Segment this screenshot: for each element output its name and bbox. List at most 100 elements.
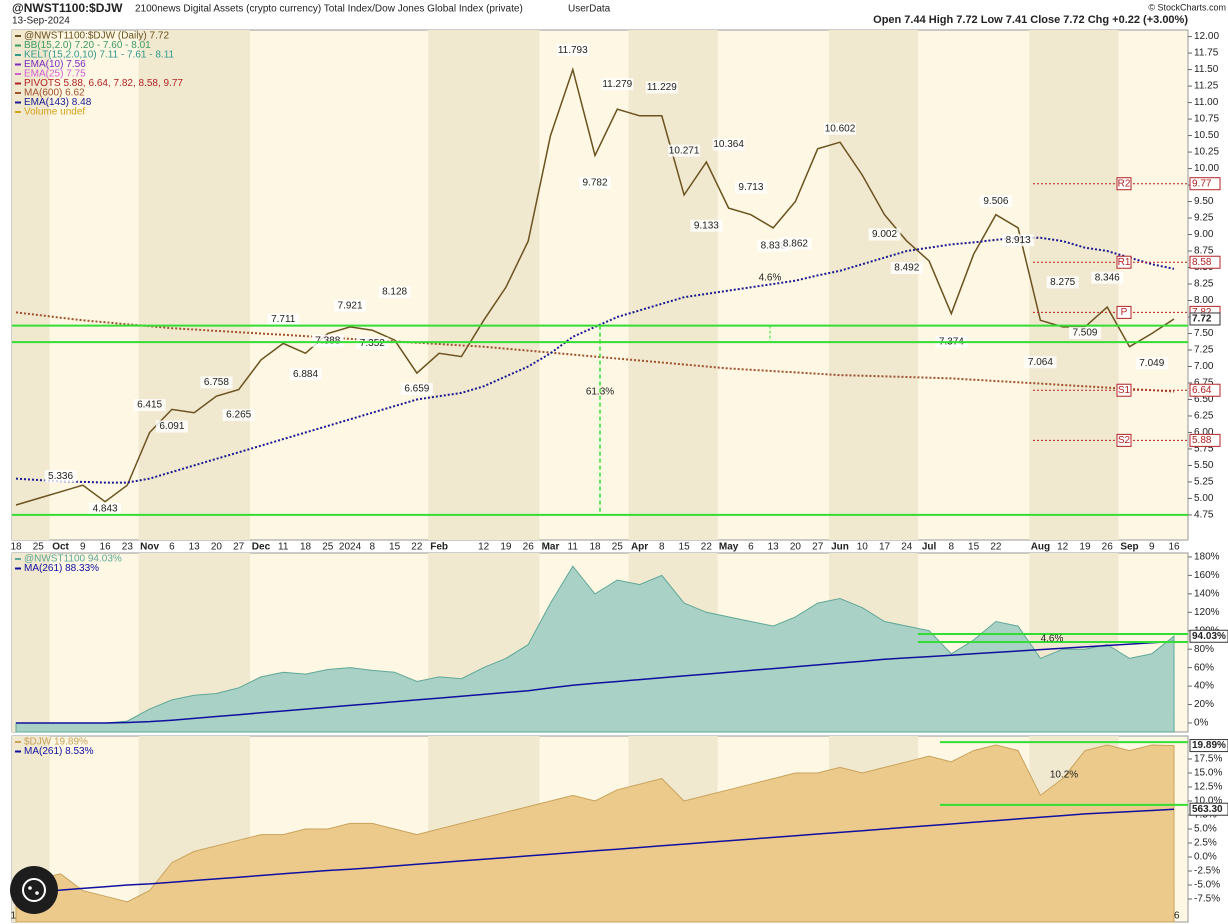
annotation: 4.6% (759, 273, 782, 284)
pivot-box (1116, 433, 1132, 447)
swing-label: 7.509 (1072, 328, 1097, 339)
x-tick-label: 8 (659, 542, 665, 553)
pivot-badge (1189, 255, 1221, 269)
swing-label: 10.602 (825, 123, 856, 134)
label-box (579, 176, 612, 189)
legend-label: EMA(143) 8.48 (24, 97, 92, 108)
label-box (289, 368, 322, 381)
label-box (155, 420, 188, 433)
month-band (12, 30, 50, 540)
x-tick-label: 10 (857, 542, 869, 553)
x-tick-label: 8 (370, 542, 376, 553)
area (15, 744, 1175, 923)
last-value: 7.72 (1192, 314, 1212, 325)
legend-label: MA(261) 8.53% (24, 746, 94, 757)
pivot-badge (1189, 177, 1221, 191)
description: 2100news Digital Assets (crypto currency… (135, 4, 523, 15)
swing-label: 9.002 (872, 229, 897, 240)
y-tick-label: 11.00 (1194, 97, 1219, 108)
swing-label: 8.832 (761, 240, 786, 251)
label-box (890, 262, 923, 275)
swing-label: 7.352 (360, 338, 385, 349)
y-tick-label: 0.0% (1194, 852, 1217, 863)
swing-label: 10.364 (713, 139, 744, 150)
month-band (12, 553, 50, 732)
x-tick-label: 25 (322, 542, 334, 553)
y-tick-label: 160% (1194, 570, 1220, 581)
label-box (311, 334, 344, 347)
pivot-label: S1 (1118, 385, 1131, 396)
cookie-button[interactable] (8, 864, 60, 916)
swing-label: 6.265 (226, 410, 251, 421)
label-box (556, 44, 589, 57)
x-tick-label: 22 (701, 542, 713, 553)
label-box (222, 408, 255, 421)
y-tick-label: 5.25 (1194, 477, 1214, 488)
y-tick-label: 10.75 (1194, 114, 1219, 125)
x-tick-label: 9 (1149, 542, 1155, 553)
x-tick-label: 15 (679, 542, 691, 553)
y-tick-label: 5.00 (1194, 493, 1214, 504)
month-band (628, 30, 718, 540)
x-tick-label: 15 (389, 542, 401, 553)
x-tick-label: 11 (568, 542, 579, 553)
x-tick-label: 20 (790, 542, 802, 553)
swing-label: 7.388 (315, 336, 340, 347)
line (16, 640, 1175, 724)
legend-label: MA(600) 6.62 (24, 88, 85, 99)
swing-label: 9.782 (583, 178, 608, 189)
y-tick-label: 11.25 (1194, 81, 1219, 92)
label-box (1135, 357, 1168, 370)
x-tick-label: 13 (768, 542, 780, 553)
pivot-value: 9.77 (1192, 178, 1212, 189)
last-value: 94.03% (1192, 631, 1226, 642)
y-tick-label: 17.5% (1194, 754, 1222, 765)
label-box (868, 228, 901, 241)
y-tick-label: 11.75 (1194, 48, 1219, 59)
label-box (267, 313, 300, 326)
swing-label: 11.793 (558, 45, 588, 56)
y-tick-label: 15.0% (1194, 768, 1222, 779)
x-tick-label: 18 (300, 542, 312, 553)
x-tick-label: 12 (478, 542, 490, 553)
y-tick-label: 10.00 (1194, 163, 1219, 174)
swing-label: 8.492 (894, 263, 919, 274)
area (15, 565, 1175, 733)
swing-label: 5.336 (48, 471, 73, 482)
y-tick-label: 180% (1194, 552, 1220, 563)
annotation: 10.2% (1050, 770, 1078, 781)
y-tick-label: 12.5% (1194, 782, 1222, 793)
x-tick-label: 9 (80, 542, 86, 553)
pivot-label: S2 (1118, 435, 1131, 446)
swing-label: 6.415 (137, 400, 162, 411)
y-tick-label: 140% (1194, 588, 1220, 599)
label-box (779, 237, 812, 250)
swing-label: 6.758 (204, 377, 229, 388)
label-box (712, 138, 745, 151)
x-tick-label: 13 (189, 542, 201, 553)
swing-label: 8.346 (1095, 272, 1120, 283)
swing-label: 6.884 (293, 369, 318, 380)
swing-label: 11.279 (602, 79, 632, 90)
label-box (44, 470, 77, 483)
x-tick-label: Feb (430, 542, 448, 553)
annotation: 4.6% (1041, 634, 1064, 645)
label-box (645, 81, 678, 94)
pivot-badge (1189, 433, 1221, 447)
x-tick-label: 23 (122, 542, 134, 553)
legend-label: BB(15,2.0) 7.20 - 7.60 - 8.01 (24, 40, 151, 51)
last-value: 563.30 (1192, 804, 1223, 815)
swing-label: 11.229 (647, 82, 677, 93)
x-tick-label: 24 (901, 542, 913, 553)
pivot-box (1116, 255, 1132, 269)
y-tick-label: 6.00 (1194, 427, 1214, 438)
x-tick-label: 12 (1057, 542, 1069, 553)
label-box (979, 195, 1012, 208)
y-tick-label: 40% (1194, 681, 1214, 692)
source: UserData (568, 4, 611, 15)
label-box (1024, 356, 1057, 369)
x-tick-label: Jul (922, 542, 937, 553)
cookie-bg[interactable] (10, 866, 58, 914)
legend-label: $DJW 19.89% (24, 737, 88, 748)
